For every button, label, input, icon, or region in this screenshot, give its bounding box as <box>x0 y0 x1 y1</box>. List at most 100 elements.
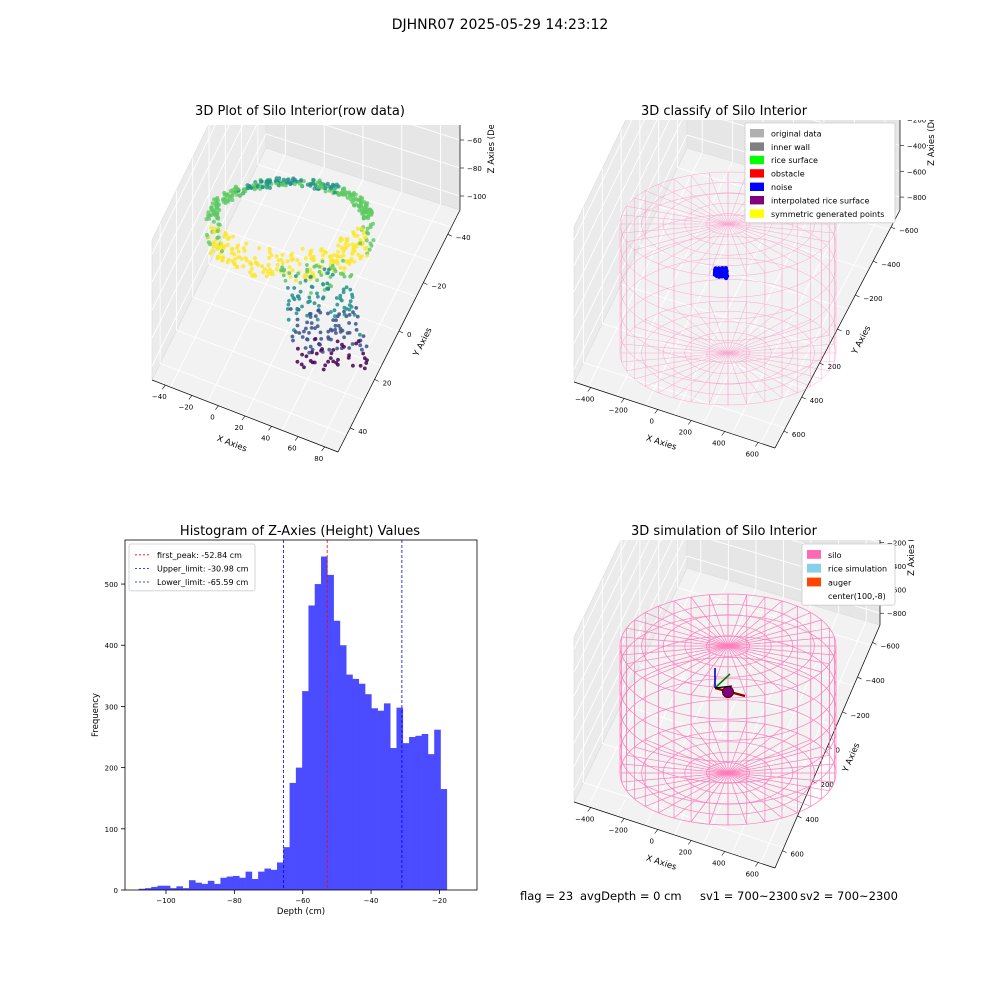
plot1-point <box>361 334 366 338</box>
plot2-y-tick <box>837 328 842 332</box>
plot1-point <box>205 233 209 237</box>
plot2-top-spoke <box>621 223 729 234</box>
histogram-bar <box>138 888 146 890</box>
plot1-point <box>331 359 336 364</box>
plot4-y-tick <box>872 642 877 645</box>
plot1-point <box>313 183 318 188</box>
plot4-silo-wireframe <box>619 593 837 826</box>
plot1-point <box>227 197 232 202</box>
plot1-point <box>210 201 215 206</box>
plot2-x-gridline <box>582 207 786 429</box>
plot2-top-spoke <box>626 205 729 225</box>
plot4-legend-box <box>801 543 896 606</box>
plot4-top-spoke <box>634 619 729 647</box>
plot1-point <box>359 226 364 231</box>
plot2-bottom-spoke <box>727 352 811 387</box>
plot4-top-spoke <box>645 612 729 647</box>
plot1-point <box>331 184 336 188</box>
plot4-z-gridline <box>573 540 650 697</box>
histogram-bars <box>138 556 448 890</box>
histogram-bar <box>157 885 165 890</box>
plot1-point <box>294 274 298 278</box>
plot1-point <box>284 180 289 185</box>
plot1-point <box>286 177 291 182</box>
plot1-point <box>260 185 265 190</box>
plot1-point <box>225 260 230 265</box>
plot1-point <box>279 182 284 187</box>
plot1-point <box>300 335 305 339</box>
plot4-top-spoke <box>727 645 822 673</box>
plot1-point <box>292 297 297 302</box>
plot1-point <box>270 272 275 277</box>
plot1-point <box>231 234 235 239</box>
plot1-point <box>248 262 253 267</box>
plot2-noise-point <box>722 266 728 272</box>
plot1-point <box>336 357 340 362</box>
plot1-point <box>333 327 337 332</box>
histogram-bar <box>270 869 278 890</box>
histogram-bar <box>239 877 246 890</box>
plot1-x-gridline <box>257 125 452 228</box>
plot2-z-tick-label: −600 <box>907 168 926 176</box>
plot1-point <box>224 232 228 237</box>
histogram-bar <box>314 584 322 890</box>
plot4-x-tick-label: 0 <box>650 838 654 846</box>
plot2-bottom-spoke <box>673 307 729 354</box>
plot1-point <box>344 238 349 243</box>
plot1-point <box>319 273 324 277</box>
plot1-point <box>327 347 332 352</box>
histogram-bar <box>163 885 171 890</box>
histogram-bar <box>144 888 152 890</box>
plot1-point <box>338 293 343 298</box>
plot1-point <box>260 264 265 269</box>
plot4-y-tick-label: −600 <box>881 642 900 650</box>
plot1-point <box>358 237 363 242</box>
plot1-point <box>281 273 286 278</box>
histogram-bar <box>421 733 429 890</box>
plot2-bottom-spoke <box>709 301 729 354</box>
histogram-x-tick-label: −20 <box>432 897 447 905</box>
plot1-point <box>362 235 367 240</box>
plot1-point <box>233 256 238 261</box>
plot4-top-spoke <box>727 605 798 647</box>
plot1-point <box>362 200 367 204</box>
plot1-y-tick-label: 40 <box>358 428 367 436</box>
plot4-bottom-spoke <box>727 754 830 774</box>
plot1-point <box>283 278 288 283</box>
plot4-bottom-spoke <box>645 772 729 807</box>
histogram-bar <box>333 620 341 890</box>
plot4-bottom-spoke <box>658 772 729 814</box>
plot1-point <box>339 298 344 303</box>
plot4-top-spoke <box>727 627 830 647</box>
plot4-center-marker <box>722 686 734 698</box>
plot1-point <box>300 352 304 357</box>
plot4-bottom-spoke <box>621 772 729 783</box>
plot2-noise-point <box>713 266 718 271</box>
plot2-top-spoke <box>626 223 729 243</box>
histogram-bar <box>415 735 422 890</box>
plot1-point <box>333 323 338 328</box>
plot2-y-tick <box>855 294 860 298</box>
plot2-y-tick <box>873 260 878 264</box>
histogram-x-tick-label: −40 <box>364 897 379 905</box>
plot1-point <box>347 321 351 325</box>
plot1-point <box>234 192 239 197</box>
plot1-point <box>323 189 328 194</box>
plot1-x-gridline <box>175 190 365 401</box>
plot2-x-gridline <box>639 120 849 310</box>
plot1-point <box>347 313 352 317</box>
plot1-point <box>349 273 354 277</box>
plot4-y-gridline <box>731 540 840 855</box>
plot1-point <box>304 274 309 278</box>
plot1-point <box>353 233 357 238</box>
plot1-point <box>350 295 355 299</box>
plot2-top-spoke <box>727 223 747 276</box>
plot2-title: 3D classify of Silo Interior <box>640 104 808 119</box>
plot1-point <box>341 258 345 263</box>
plot1-point <box>334 296 339 300</box>
plot1-point <box>253 260 258 265</box>
plot1-point <box>336 362 340 367</box>
plot1-point <box>212 230 216 235</box>
plot1-point <box>365 226 370 231</box>
plot1-point <box>309 326 314 330</box>
